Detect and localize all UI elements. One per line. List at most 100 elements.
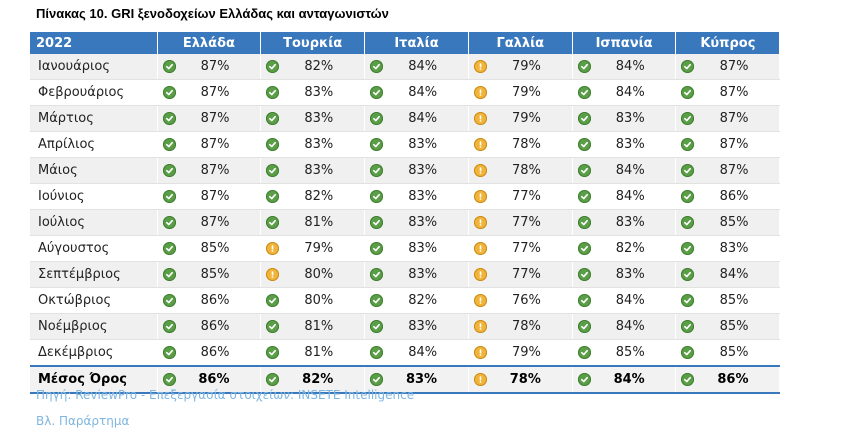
percent-value: 84% (615, 293, 645, 308)
percent-value: 76% (511, 293, 541, 308)
percent-value: 83% (408, 319, 438, 334)
exclamation-circle-icon (473, 164, 487, 177)
table-row: Αύγουστος 85% 79% 83% 77% 82% 83% (30, 235, 781, 262)
check-circle-icon (370, 320, 384, 333)
check-circle-icon (266, 294, 280, 307)
month-cell: Νοέμβριος (30, 313, 158, 340)
value-cell: 79% (468, 54, 573, 80)
month-cell: Αύγουστος (30, 235, 158, 262)
value-cell: 84% (572, 365, 677, 394)
exclamation-circle-icon (473, 268, 487, 281)
value-cell: 83% (260, 157, 366, 184)
check-circle-icon (266, 190, 280, 203)
percent-value: 87% (200, 59, 230, 74)
value-cell: 83% (260, 105, 366, 132)
table-row: Απρίλιος 87% 83% 83% 78% 83% 87% (30, 131, 781, 158)
percent-value: 82% (304, 59, 334, 74)
month-cell: Μάιος (30, 157, 158, 184)
value-cell: 77% (468, 235, 573, 262)
header-row: 2022 Ελλάδα Τουρκία Ιταλία Γαλλία Ισπανί… (30, 32, 781, 54)
check-circle-icon (577, 294, 591, 307)
percent-value: 83% (304, 85, 334, 100)
table-row: Μάιος 87% 83% 83% 78% 84% 87% (30, 157, 781, 184)
percent-value: 83% (408, 189, 438, 204)
value-cell: 85% (572, 339, 677, 367)
check-circle-icon (162, 164, 176, 177)
value-cell: 86% (157, 313, 262, 340)
value-cell: 84% (572, 287, 677, 314)
exclamation-circle-icon (266, 242, 280, 255)
check-circle-icon (162, 294, 176, 307)
check-circle-icon (681, 86, 695, 99)
percent-value: 79% (511, 59, 541, 74)
check-circle-icon (577, 320, 591, 333)
month-cell: Δεκέμβριος (30, 339, 158, 367)
check-circle-icon (577, 138, 591, 151)
gri-table: 2022 Ελλάδα Τουρκία Ιταλία Γαλλία Ισπανί… (30, 32, 781, 394)
average-label: Μέσος Όρος (30, 365, 158, 394)
value-cell: 84% (364, 105, 469, 132)
check-circle-icon (681, 268, 695, 281)
month-cell: Οκτώβριος (30, 287, 158, 314)
check-circle-icon (577, 373, 591, 386)
percent-value: 84% (615, 59, 645, 74)
check-circle-icon (162, 346, 176, 359)
value-cell: 85% (675, 339, 781, 367)
percent-value: 86% (198, 372, 230, 387)
percent-value: 86% (717, 372, 749, 387)
percent-value: 79% (304, 241, 334, 256)
value-cell: 87% (675, 131, 781, 158)
value-cell: 83% (364, 313, 469, 340)
percent-value: 83% (615, 137, 645, 152)
percent-value: 87% (200, 137, 230, 152)
percent-value: 79% (511, 345, 541, 360)
table-row: Ιούνιος 87% 82% 83% 77% 84% 86% (30, 183, 781, 210)
table-row: Ιούλιος 87% 81% 83% 77% 83% 85% (30, 209, 781, 236)
value-cell: 83% (364, 183, 469, 210)
percent-value: 87% (200, 163, 230, 178)
check-circle-icon (681, 138, 695, 151)
percent-value: 78% (509, 372, 541, 387)
percent-value: 85% (719, 345, 749, 360)
value-cell: 79% (468, 339, 573, 367)
percent-value: 80% (304, 293, 334, 308)
check-circle-icon (370, 60, 384, 73)
check-circle-icon (681, 373, 695, 386)
exclamation-circle-icon (473, 112, 487, 125)
value-cell: 79% (260, 235, 366, 262)
percent-value: 84% (408, 59, 438, 74)
percent-value: 82% (302, 372, 334, 387)
exclamation-circle-icon (473, 216, 487, 229)
source-note: Πηγή: ReviewPro - Επεξεργασία στοιχείων:… (36, 388, 415, 402)
value-cell: 77% (468, 183, 573, 210)
table-row: Ιανουάριος 87% 82% 84% 79% 84% 87% (30, 54, 781, 80)
average-row: Μέσος Όρος 86% 82% 83% 78% 84% 86% (30, 365, 781, 394)
check-circle-icon (370, 164, 384, 177)
percent-value: 81% (304, 319, 334, 334)
percent-value: 83% (408, 215, 438, 230)
value-cell: 83% (364, 209, 469, 236)
value-cell: 83% (572, 261, 677, 288)
table-row: Σεπτέμβριος 85% 80% 83% 77% 83% 84% (30, 261, 781, 288)
check-circle-icon (370, 242, 384, 255)
check-circle-icon (370, 268, 384, 281)
exclamation-circle-icon (473, 190, 487, 203)
value-cell: 83% (364, 235, 469, 262)
check-circle-icon (370, 86, 384, 99)
value-cell: 83% (572, 105, 677, 132)
percent-value: 84% (615, 85, 645, 100)
percent-value: 77% (511, 241, 541, 256)
exclamation-circle-icon (473, 320, 487, 333)
value-cell: 84% (572, 313, 677, 340)
header-year: 2022 (30, 32, 158, 54)
check-circle-icon (162, 138, 176, 151)
value-cell: 85% (675, 209, 781, 236)
percent-value: 85% (719, 319, 749, 334)
value-cell: 87% (157, 157, 262, 184)
check-circle-icon (681, 164, 695, 177)
check-circle-icon (577, 60, 591, 73)
check-circle-icon (577, 112, 591, 125)
check-circle-icon (162, 216, 176, 229)
header-turkey: Τουρκία (260, 32, 366, 54)
value-cell: 80% (260, 261, 366, 288)
